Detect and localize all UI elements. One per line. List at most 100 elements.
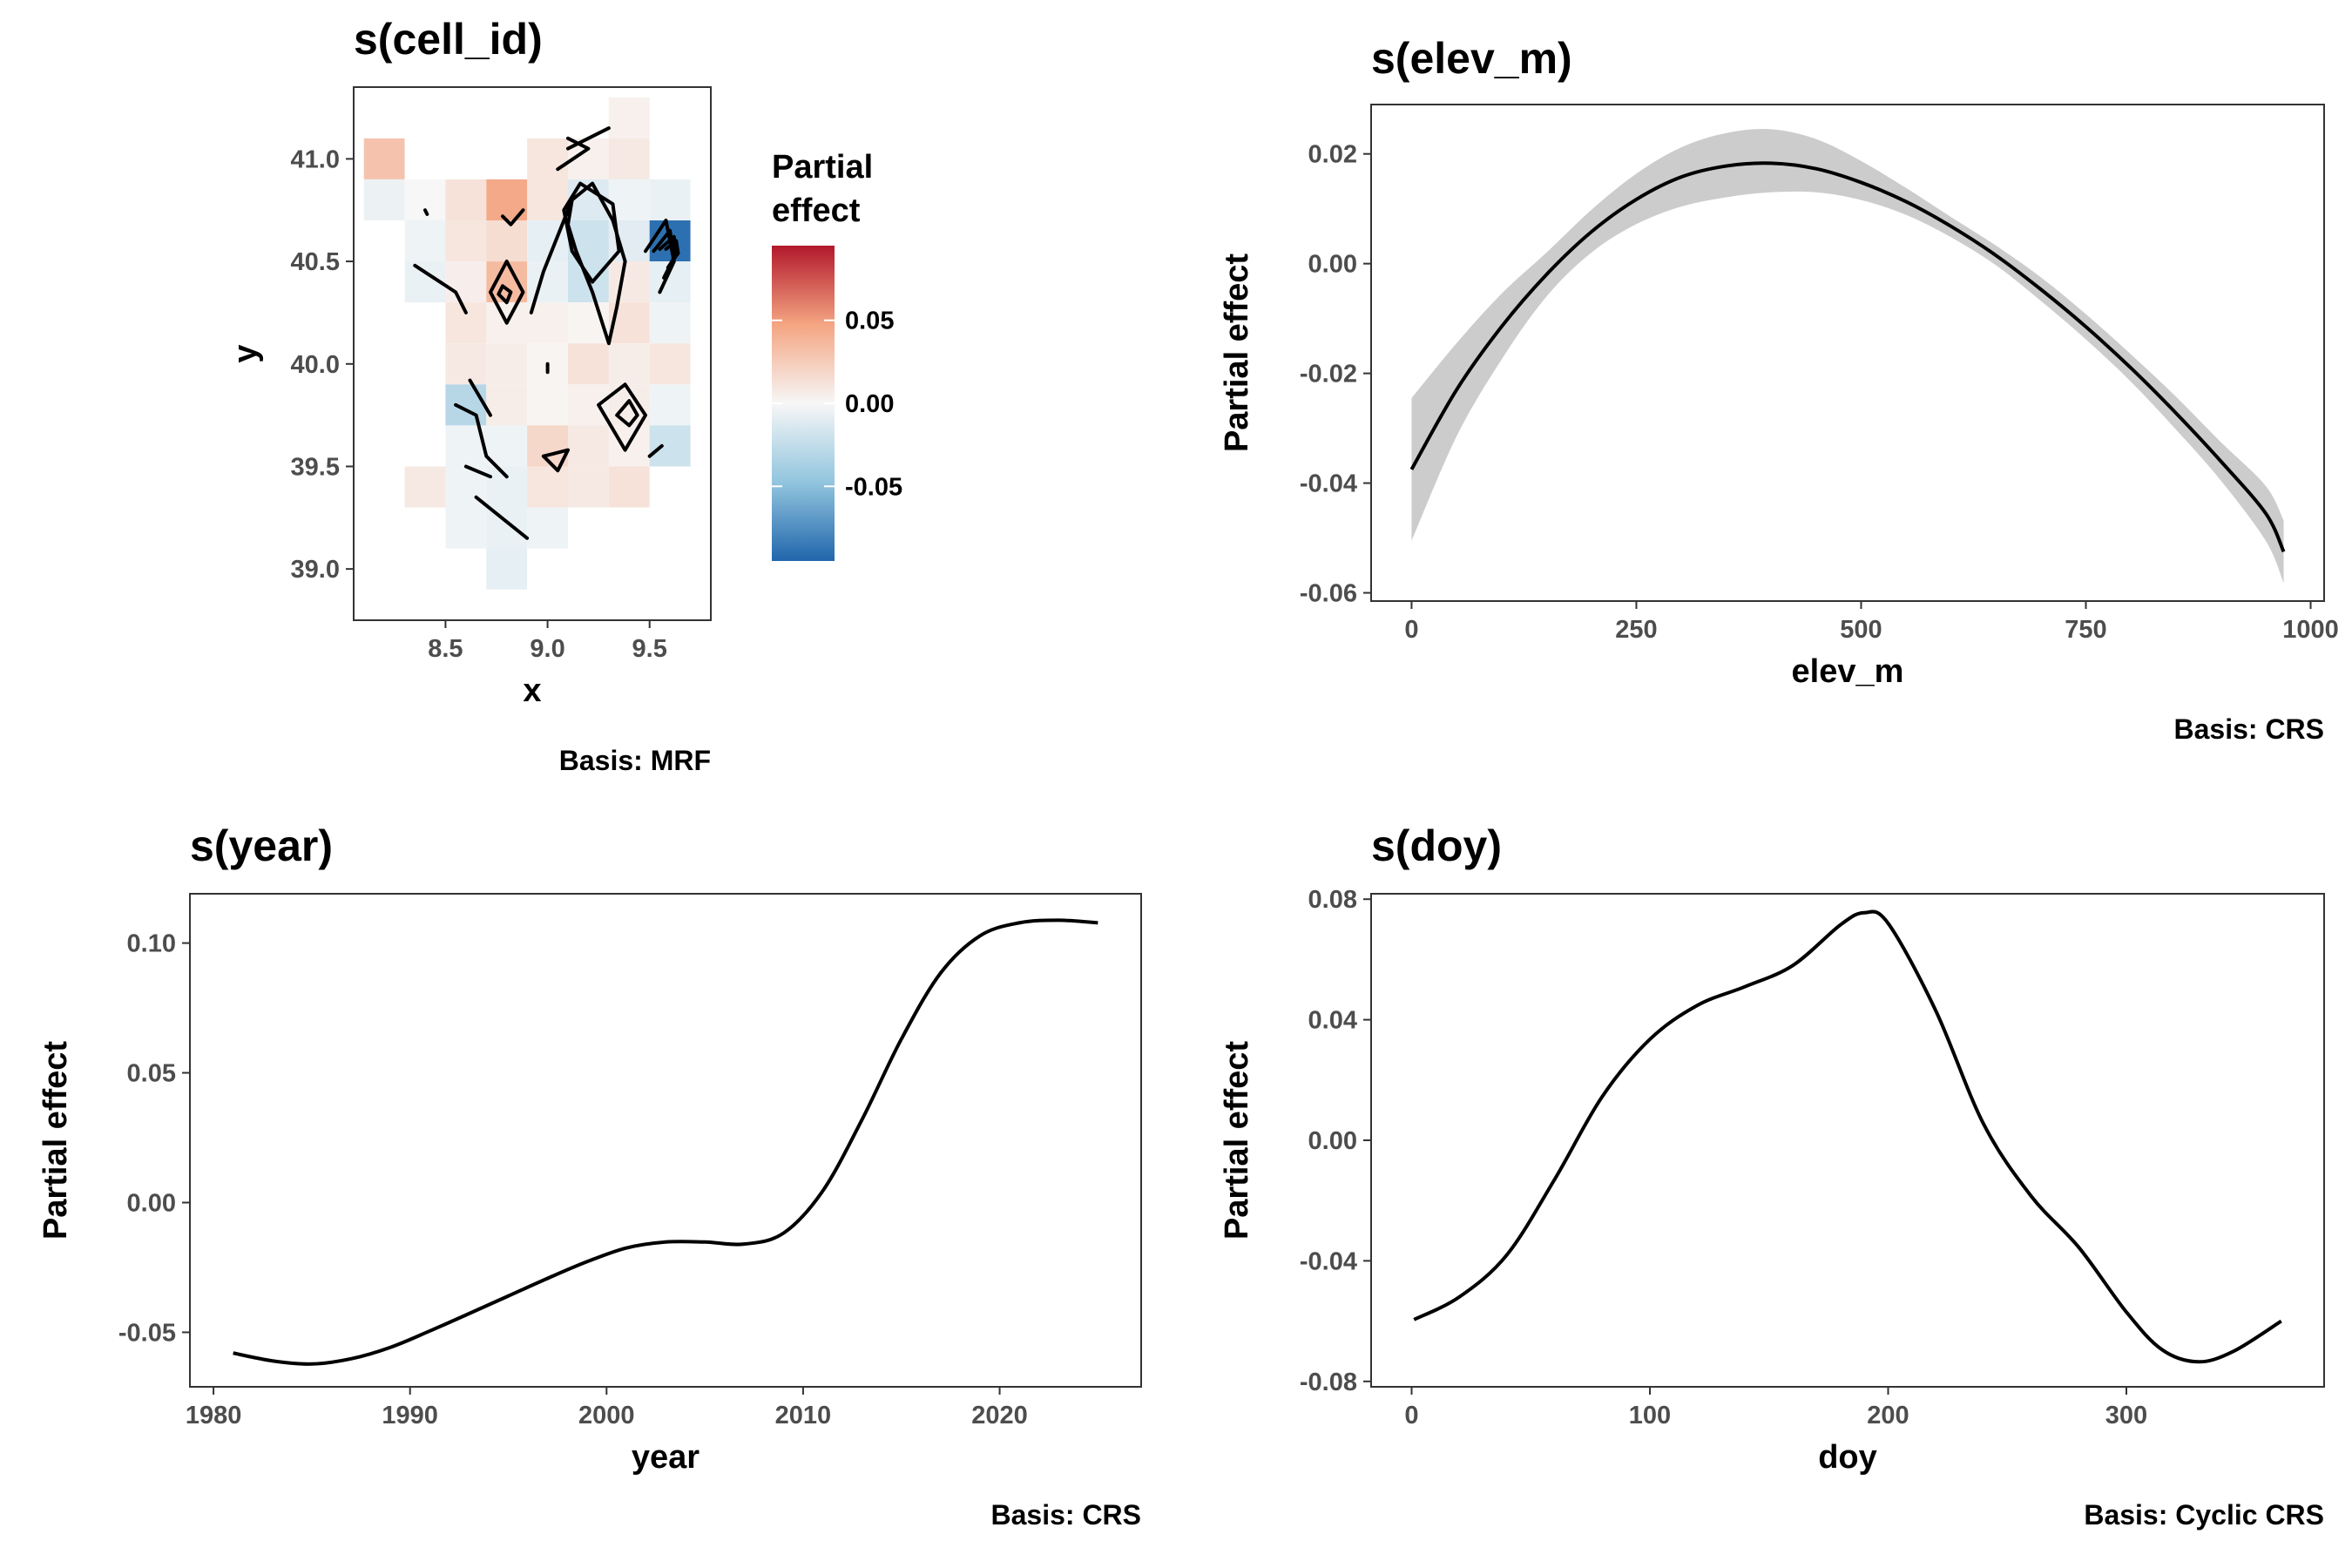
panel-sdoy: s(doy) 0 100 200 300 0.08 0.04 0.00 -0.04 -0.08 do…: [1219, 821, 2325, 1531]
panel-border: [1370, 104, 2325, 602]
heatmap-cell: [568, 466, 609, 508]
contour-line: [474, 495, 530, 540]
heatmap-cell: [608, 343, 650, 385]
heatmap-cell: [445, 343, 487, 385]
x-axis-label: year: [632, 1439, 700, 1476]
heatmap-cell: [649, 384, 691, 426]
x-tick-label: 9.5: [632, 635, 667, 663]
contour-line: [541, 448, 570, 473]
y-tick-label: -0.05: [118, 1319, 176, 1347]
x-tick-label: 250: [1615, 616, 1657, 644]
basis-caption: Basis: Cyclic CRS: [2084, 1499, 2324, 1531]
x-tick-label: 1980: [186, 1402, 242, 1429]
heatmap-cell: [649, 179, 691, 220]
contour-line: [468, 378, 492, 417]
y-tick-label: 39.0: [291, 556, 340, 584]
contour-line: [566, 126, 611, 151]
contour-line: [413, 263, 468, 314]
y-axis-label: y: [227, 344, 264, 362]
y-tick-label: 0.00: [1308, 1127, 1357, 1155]
legend-title-line1: Partial: [772, 149, 873, 186]
x-tick-label: 300: [2105, 1402, 2147, 1429]
y-tick-label: 0.05: [127, 1060, 176, 1088]
heatmap-cell: [527, 179, 568, 220]
y-tick-label: 0.00: [127, 1189, 176, 1217]
contour-line: [556, 136, 591, 172]
y-tick-label: -0.04: [1300, 1247, 1357, 1275]
y-tick-label: -0.02: [1300, 361, 1357, 389]
panel-title: s(doy): [1371, 821, 1502, 870]
y-tick-label: 40.0: [291, 351, 340, 379]
panel-scell_id: s(cell_id) 8.5 9.0 9.5 39.0 39.5 40.0 40.5 41.0 x…: [227, 15, 902, 776]
colorbar-tick-label: 0.00: [845, 390, 894, 418]
x-tick-label: 2000: [578, 1402, 635, 1429]
contour-line: [489, 260, 525, 325]
contour-line: [463, 464, 492, 479]
basis-caption: Basis: CRS: [991, 1499, 1142, 1531]
heatmap-cell: [404, 466, 446, 508]
heatmap-cell: [445, 261, 487, 303]
heatmap-cell: [527, 466, 568, 508]
basis-caption: Basis: MRF: [559, 745, 711, 776]
y-tick-label: 40.5: [291, 248, 340, 276]
y-axis-label: Partial effect: [1219, 253, 1255, 452]
x-axis-label: x: [523, 672, 541, 709]
heatmap-cell: [445, 384, 487, 426]
heatmap-cell: [527, 138, 568, 179]
contour-line: [647, 443, 664, 458]
heatmap-cell: [404, 220, 446, 262]
x-tick-label: 2020: [971, 1402, 1028, 1429]
heatmap-cell: [608, 138, 650, 179]
heatmap-cell: [608, 261, 650, 303]
colorbar-legend: Partial effect 0.05 0.00 -0.05: [772, 149, 902, 561]
heatmap-cell: [363, 138, 405, 179]
y-tick-label: 39.5: [291, 453, 340, 481]
x-tick-label: 100: [1629, 1402, 1671, 1429]
y-tick-label: 0.10: [127, 930, 176, 958]
y-tick-label: 0.00: [1308, 251, 1357, 279]
panel-border: [189, 893, 1142, 1388]
heatmap-cell: [445, 302, 487, 344]
colorbar-tick-label: 0.05: [845, 308, 894, 335]
x-tick-label: 9.0: [530, 635, 564, 663]
heatmap-cell: [568, 384, 609, 426]
heatmap-cell: [608, 466, 650, 508]
heatmap-cell: [486, 466, 528, 508]
x-axis-label: doy: [1818, 1439, 1877, 1476]
legend-title-line2: effect: [772, 193, 861, 229]
panel-selev_m: s(elev_m) 0 250 500 750 1000 0.02 0.00 -0.02 -0.0…: [1219, 34, 2339, 745]
heatmap-cell: [527, 384, 568, 426]
heatmap-cell: [568, 343, 609, 385]
x-tick-label: 200: [1867, 1402, 1909, 1429]
heatmap-cell: [649, 425, 691, 467]
heatmap-cell: [445, 507, 487, 549]
y-tick-label: 0.08: [1308, 886, 1357, 914]
heatmap-cell: [363, 179, 405, 220]
contour-line: [615, 399, 639, 428]
colorbar-tick-label: -0.05: [845, 473, 902, 501]
contour-line: [597, 382, 647, 452]
contour-line: [562, 181, 621, 284]
heatmap-cell: [527, 261, 568, 303]
heatmap-cell: [568, 425, 609, 467]
x-tick-label: 8.5: [428, 635, 463, 663]
y-axis-label: Partial effect: [37, 1041, 74, 1240]
basis-caption: Basis: CRS: [2174, 713, 2325, 745]
y-tick-label: -0.08: [1300, 1369, 1357, 1396]
contour-line: [454, 402, 509, 479]
x-tick-label: 0: [1404, 1402, 1418, 1429]
heatmap-cell: [445, 179, 487, 220]
contour-line: [497, 284, 513, 305]
panel-title: s(cell_id): [354, 15, 543, 64]
panel-title: s(year): [190, 821, 333, 870]
x-tick-label: 2010: [775, 1402, 832, 1429]
heatmap-cell: [608, 97, 650, 139]
y-tick-label: 0.02: [1308, 141, 1357, 169]
y-axis-label: Partial effect: [1219, 1041, 1255, 1240]
panel-border: [353, 86, 712, 621]
x-tick-label: 750: [2065, 616, 2106, 644]
x-tick-label: 500: [1840, 616, 1882, 644]
heatmap-cell: [486, 343, 528, 385]
x-tick-label: 1000: [2282, 616, 2339, 644]
